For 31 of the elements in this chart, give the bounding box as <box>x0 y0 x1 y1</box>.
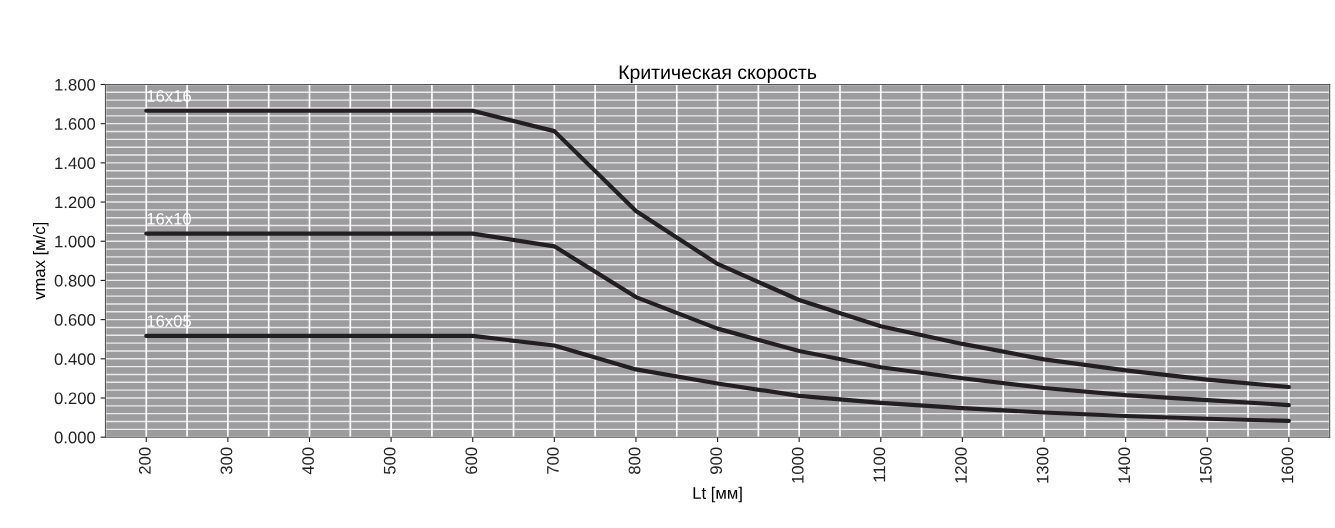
x-tick-label: 1000 <box>791 447 804 483</box>
y-tick-label: 1.600 <box>55 118 96 130</box>
y-tick-label: 1.000 <box>55 235 96 248</box>
x-tick-label: 1500 <box>1199 447 1212 483</box>
y-tick-label: 1.200 <box>55 196 96 209</box>
chart-title: Критическая скорость <box>619 65 817 83</box>
x-axis-title: Lt [мм] <box>693 486 742 503</box>
x-tick-label: 900 <box>710 447 723 474</box>
x-tick-label: 500 <box>383 447 396 475</box>
x-tick-label: 1400 <box>1118 447 1131 483</box>
y-tick-label: 1.800 <box>55 78 96 91</box>
x-tick-label: 800 <box>628 447 641 474</box>
y-tick-label: 0.400 <box>54 353 96 366</box>
y-axis-title: vmax [м/с] <box>32 222 49 300</box>
y-tick-label: 0.800 <box>54 274 96 287</box>
line-series <box>144 333 1291 424</box>
x-tick-label: 600 <box>465 447 478 474</box>
x-tick-label: 700 <box>547 447 559 474</box>
x-tick-label: 400 <box>302 447 314 475</box>
y-tick-label: 1.400 <box>55 157 96 170</box>
y-tick-label: 0.600 <box>54 314 96 326</box>
line-series <box>144 231 1291 408</box>
y-tick-label: 0.000 <box>54 431 96 444</box>
x-tick-label: 1100 <box>873 447 886 482</box>
y-tick-label: 0.200 <box>54 392 96 405</box>
x-tick-label: 300 <box>220 447 233 475</box>
x-tick-label: 1600 <box>1281 447 1294 483</box>
line-series <box>144 108 1291 390</box>
x-tick-label: 1300 <box>1036 447 1049 483</box>
x-tick-label: 1200 <box>955 447 967 483</box>
x-tick-label: 200 <box>138 447 151 474</box>
